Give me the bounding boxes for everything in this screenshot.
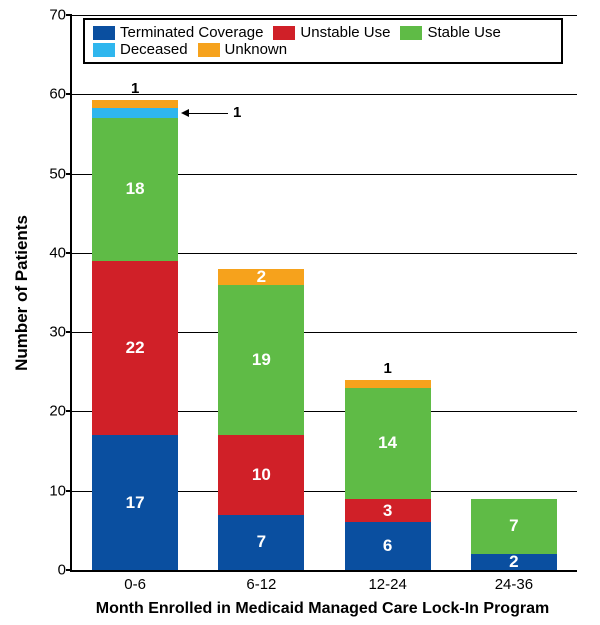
legend-swatch <box>400 26 422 40</box>
legend-swatch <box>93 26 115 40</box>
bar-segment: 2 <box>471 554 557 570</box>
external-value-label: 1 <box>383 360 391 377</box>
x-axis-title: Month Enrolled in Medicaid Managed Care … <box>96 600 549 618</box>
arrow-line <box>216 113 228 114</box>
bar-group: 6314 <box>345 380 431 570</box>
y-tick-label: 0 <box>58 562 72 579</box>
y-tick-label: 20 <box>49 403 72 420</box>
bar-segment: 19 <box>218 285 304 436</box>
bar-segment: 3 <box>345 499 431 523</box>
bar-segment: 17 <box>92 435 178 570</box>
bar-segment <box>345 380 431 388</box>
y-tick-label: 50 <box>49 165 72 182</box>
bar-group: 710192 <box>218 269 304 570</box>
x-tick-label: 6-12 <box>246 570 276 593</box>
y-tick-label: 10 <box>49 482 72 499</box>
legend-swatch <box>273 26 295 40</box>
bar-segment: 22 <box>92 261 178 435</box>
stacked-bar-chart: Number of Patients 010203040506070172218… <box>0 0 600 625</box>
legend-item: Unstable Use <box>273 24 390 41</box>
legend-label: Deceased <box>120 41 188 58</box>
bar-segment: 7 <box>218 515 304 571</box>
x-tick-label: 0-6 <box>124 570 146 593</box>
arrow-line <box>188 113 216 114</box>
plot-area: 0102030405060701722180-6117101926-126314… <box>70 15 577 572</box>
bar-segment <box>92 108 178 118</box>
legend-label: Unknown <box>225 41 288 58</box>
bar-group: 27 <box>471 499 557 570</box>
legend-swatch <box>93 43 115 57</box>
legend-label: Stable Use <box>427 24 500 41</box>
x-tick-label: 24-36 <box>495 570 533 593</box>
legend-item: Unknown <box>198 41 288 58</box>
external-value-label: 1 <box>233 104 241 121</box>
legend: Terminated Coverage Unstable Use Stable Us… <box>83 18 563 64</box>
y-tick-label: 40 <box>49 244 72 261</box>
legend-label: Unstable Use <box>300 24 390 41</box>
bar-segment: 6 <box>345 522 431 570</box>
x-tick-label: 12-24 <box>368 570 406 593</box>
bar-segment: 10 <box>218 435 304 514</box>
bar-segment: 18 <box>92 118 178 261</box>
legend-item: Terminated Coverage <box>93 24 263 41</box>
bar-segment: 14 <box>345 388 431 499</box>
legend-label: Terminated Coverage <box>120 24 263 41</box>
legend-item: Stable Use <box>400 24 500 41</box>
legend-item: Deceased <box>93 41 188 58</box>
bar-segment: 7 <box>471 499 557 555</box>
bar-segment: 2 <box>218 269 304 285</box>
gridline <box>72 94 577 95</box>
y-tick-label: 60 <box>49 86 72 103</box>
bar-group: 172218 <box>92 100 178 570</box>
external-value-label: 1 <box>131 80 139 97</box>
y-axis-title: Number of Patients <box>12 215 32 371</box>
y-tick-label: 70 <box>49 7 72 24</box>
y-tick-label: 30 <box>49 324 72 341</box>
gridline <box>72 15 577 16</box>
bar-segment <box>92 100 178 108</box>
legend-swatch <box>198 43 220 57</box>
